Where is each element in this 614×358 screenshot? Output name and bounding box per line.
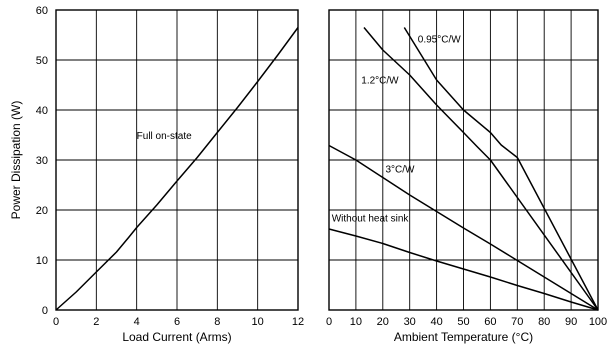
x-tick-label: 30	[404, 316, 416, 328]
x-tick-label: 6	[174, 316, 180, 328]
series-label: 1.2°C/W	[361, 76, 399, 87]
x-tick-label: 40	[430, 316, 442, 328]
x-tick-label: 12	[292, 316, 304, 328]
series-label: 3°C/W	[385, 165, 415, 176]
left-chart-panel: 0 2 4 6 8 10 12 0 10 20 30 40 50 60 Load Current (Arms…	[9, 5, 304, 344]
series-label: Full on-state	[137, 131, 192, 142]
x-tick-label: 80	[538, 316, 550, 328]
x-tick-label: 0	[326, 316, 332, 328]
y-tick-label: 60	[36, 5, 48, 17]
y-tick-label: 0	[42, 305, 48, 317]
y-axis-label: Power Dissipation (W)	[9, 101, 23, 220]
y-tick-label: 50	[36, 55, 48, 67]
series-line	[363, 27, 599, 311]
y-tick-label: 40	[36, 105, 48, 117]
x-tick-label: 50	[457, 316, 469, 328]
y-tick-label: 20	[36, 205, 48, 217]
series-line	[328, 144, 599, 311]
x-tick-label: 60	[484, 316, 496, 328]
x-tick-label: 10	[252, 316, 264, 328]
series-line	[403, 27, 599, 311]
x-tick-label: 10	[350, 316, 362, 328]
plot-frame	[55, 9, 299, 311]
x-tick-label: 2	[93, 316, 99, 328]
series-label: Without heat sink	[332, 214, 410, 225]
series-line	[55, 27, 299, 311]
series-line	[328, 228, 599, 311]
x-tick-label: 8	[214, 316, 220, 328]
series-label: 0.95°C/W	[418, 35, 461, 46]
x-axis-label: Load Current (Arms)	[122, 330, 231, 344]
x-tick-label: 100	[589, 316, 607, 328]
right-chart-panel: 0 10 20 30 40 50 60 70 80 90 100 Ambient Temperatur…	[326, 9, 607, 344]
x-axis-label: Ambient Temperature (°C)	[394, 330, 533, 344]
x-tick-label: 20	[377, 316, 389, 328]
plot-frame	[328, 9, 599, 311]
x-tick-label: 90	[565, 316, 577, 328]
x-tick-label: 0	[53, 316, 59, 328]
x-tick-label: 4	[134, 316, 140, 328]
y-tick-label: 10	[36, 255, 48, 267]
x-tick-label: 70	[511, 316, 523, 328]
y-tick-label: 30	[36, 155, 48, 167]
